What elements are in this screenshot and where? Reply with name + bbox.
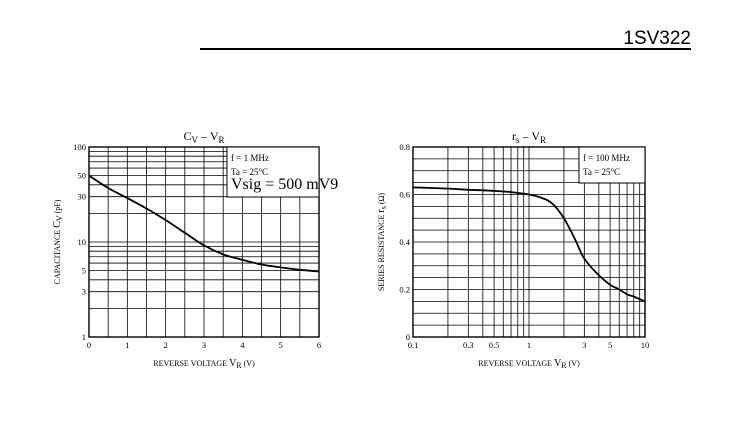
plot-frame <box>88 146 320 338</box>
y-axis-label: CAPACITANCE CV (pF) <box>52 199 64 284</box>
x-tick-label: 4 <box>240 340 245 350</box>
series-line <box>88 174 320 273</box>
x-tick-label: 0 <box>87 340 91 350</box>
y-tick-label: 50 <box>78 171 87 181</box>
condition-text: f = 1 MHz <box>231 153 269 163</box>
x-tick-label: 0.3 <box>463 340 474 350</box>
y-axis-label: SERIES RESISTANCE rs (Ω) <box>376 193 388 292</box>
x-tick-label: 3 <box>202 340 206 350</box>
chart-title: rs – VR <box>512 129 546 145</box>
y-tick-label: 30 <box>78 192 87 202</box>
x-axis-label: REVERSE VOLTAGE VR (V) <box>478 358 580 370</box>
y-tick-label: 1 <box>82 332 86 342</box>
undefined: Vsig = 500 mV9 <box>231 176 338 193</box>
y-tick-label: 0.8 <box>399 142 410 152</box>
y-tick-label: 0 <box>406 332 410 342</box>
x-tick-label: 0.1 <box>408 340 419 350</box>
x-tick-label: 1 <box>527 340 531 350</box>
chart-title: CV – VR <box>184 129 225 145</box>
x-tick-label: 5 <box>279 340 283 350</box>
plot-frame <box>412 146 646 338</box>
x-tick-label: 2 <box>164 340 168 350</box>
x-tick-label: 1 <box>125 340 129 350</box>
series-line <box>412 186 646 303</box>
y-tick-label: 100 <box>73 142 86 152</box>
x-tick-label: 3 <box>582 340 586 350</box>
y-tick-label: 0.2 <box>399 285 410 295</box>
x-tick-label: 5 <box>608 340 612 350</box>
conditions-box <box>226 146 320 198</box>
y-tick-label: 0.6 <box>399 190 410 200</box>
y-tick-label: 0.4 <box>399 237 410 247</box>
x-tick-label: 6 <box>317 340 321 350</box>
y-tick-label: 5 <box>82 266 86 276</box>
condition-text: f = 100 MHz <box>583 153 630 163</box>
conditions-box <box>578 146 646 184</box>
condition-text: Ta = 25°C <box>583 167 620 177</box>
x-tick-label: 0.5 <box>489 340 500 350</box>
condition-text: Ta = 25°C <box>231 167 268 177</box>
y-tick-label: 10 <box>78 237 87 247</box>
x-tick-label: 10 <box>641 340 650 350</box>
x-axis-label: REVERSE VOLTAGE VR (V) <box>153 358 255 370</box>
header-rule <box>200 48 691 50</box>
part-number: 1SV322 <box>623 28 691 49</box>
y-tick-label: 3 <box>82 287 86 297</box>
